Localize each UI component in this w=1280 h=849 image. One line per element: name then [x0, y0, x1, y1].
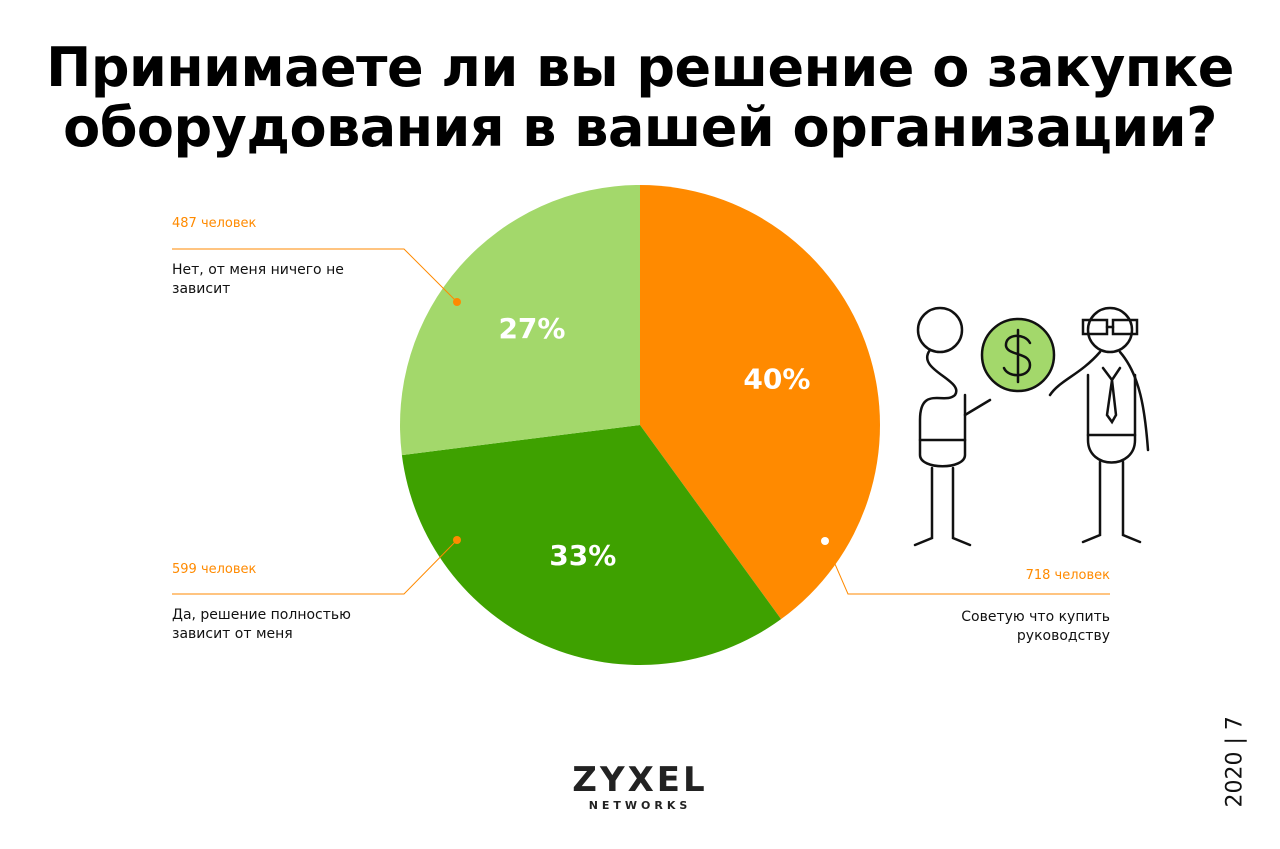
pie-slice: [401, 425, 782, 665]
chart-title: Принимаете ли вы решение о закупке обору…: [46, 36, 1234, 159]
value-label: 27%: [498, 312, 565, 345]
callout-dot: [453, 298, 461, 306]
pie-slice: [640, 185, 881, 620]
count-label: 487 человек: [172, 216, 257, 231]
illustration: [913, 306, 1150, 547]
pie-slice: [400, 185, 640, 456]
callout-line: [172, 539, 458, 595]
callout-dot: [821, 537, 829, 545]
value-label: 40%: [743, 363, 810, 396]
value-label: 33%: [549, 539, 616, 572]
count-label: 599 человек: [172, 562, 257, 577]
callout-dot: [453, 536, 461, 544]
count-label: 718 человек: [1025, 568, 1110, 583]
page-number: 2020 | 7: [1222, 716, 1248, 808]
callout-line: [824, 540, 1110, 595]
category-label: Нет, от меня ничего не зависит: [172, 262, 344, 297]
logo: ZYXEL: [572, 760, 708, 800]
category-label: Да, решение полностью зависит от меня: [172, 607, 351, 642]
logo-subtitle: NETWORKS: [588, 799, 692, 812]
category-label: Советую что купить руководству: [961, 609, 1110, 644]
callout-line: [172, 248, 458, 303]
